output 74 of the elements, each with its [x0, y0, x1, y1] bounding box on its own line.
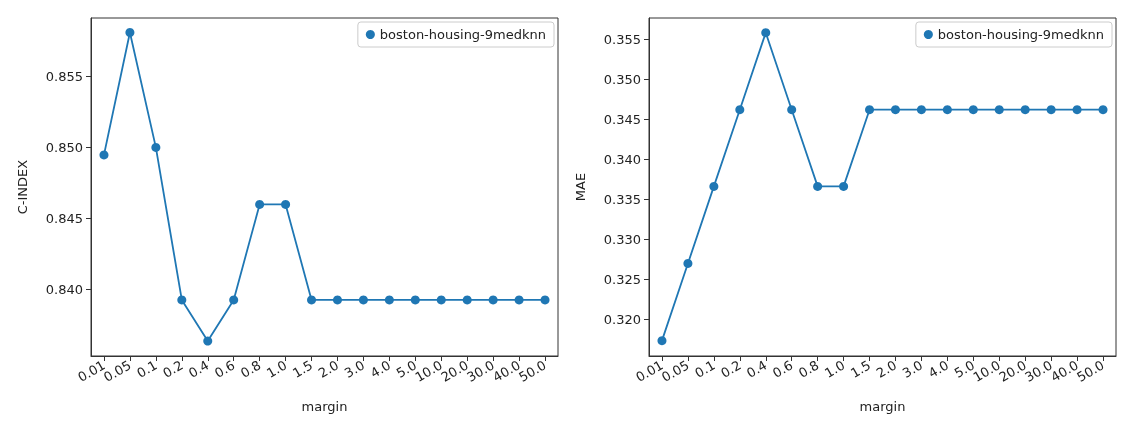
x-tick-label: 1.5	[847, 357, 874, 381]
point	[281, 199, 291, 209]
x-tick-label: 0.4	[744, 357, 770, 381]
y-axis-title: MAE	[573, 172, 588, 202]
x-tick-label: 0.8	[238, 357, 264, 381]
x-tick-label: 0.4	[186, 357, 212, 381]
point	[332, 295, 342, 305]
y-tick-label: 0.330	[603, 231, 641, 247]
point	[358, 295, 368, 305]
y-tick-label: 0.350	[603, 71, 641, 87]
point	[151, 142, 161, 152]
y-tick-label: 0.335	[603, 191, 641, 207]
point	[410, 295, 420, 305]
x-axis-title: margin	[859, 399, 906, 414]
point	[787, 105, 797, 115]
legend-label: boston-housing-9medknn	[379, 27, 547, 42]
point	[255, 199, 265, 209]
y-tick-label: 0.845	[45, 210, 83, 226]
point	[1098, 105, 1108, 115]
point	[813, 181, 823, 191]
point	[942, 105, 952, 115]
x-axis-title: margin	[301, 399, 348, 414]
point	[488, 295, 498, 305]
point	[994, 105, 1004, 115]
point	[307, 295, 317, 305]
x-tick-label: 1.0	[821, 357, 848, 381]
y-tick-label: 0.355	[603, 31, 641, 47]
point	[177, 295, 187, 305]
point	[916, 105, 926, 115]
x-tick-label: 4.0	[367, 357, 394, 381]
x-tick-label: 3.0	[899, 357, 926, 381]
point	[735, 105, 745, 115]
point	[229, 295, 239, 305]
y-tick-label: 0.325	[603, 271, 641, 287]
x-tick-label: 4.0	[925, 357, 952, 381]
x-tick-label: 0.6	[212, 357, 238, 381]
y-tick-label: 0.850	[45, 139, 83, 155]
point	[1072, 105, 1082, 115]
point	[890, 105, 900, 115]
point	[540, 295, 550, 305]
point	[1020, 105, 1030, 115]
legend-label: boston-housing-9medknn	[937, 27, 1105, 42]
y-tick-label: 0.340	[603, 151, 641, 167]
y-tick-label: 0.855	[45, 68, 83, 84]
point	[462, 295, 472, 305]
x-tick-label: 0.6	[770, 357, 796, 381]
x-tick-label: 0.1	[134, 357, 160, 381]
point	[125, 27, 135, 37]
point	[968, 105, 978, 115]
point	[865, 105, 875, 115]
y-tick-label: 0.345	[603, 111, 641, 127]
x-tick-label: 1.5	[289, 357, 316, 381]
point	[99, 150, 109, 160]
x-tick-label: 0.1	[692, 357, 718, 381]
x-tick-label: 0.8	[796, 357, 822, 381]
x-tick-label: 0.2	[160, 357, 186, 381]
x-tick-label: 2.0	[315, 357, 342, 381]
x-tick-label: 3.0	[341, 357, 368, 381]
point	[384, 295, 394, 305]
y-tick-label: 0.840	[45, 281, 83, 297]
x-tick-label: 2.0	[873, 357, 900, 381]
point	[709, 181, 719, 191]
point	[203, 336, 213, 346]
y-axis-title: C-INDEX	[15, 159, 30, 215]
point	[761, 28, 771, 38]
x-tick-label: 0.2	[718, 357, 744, 381]
point	[839, 181, 849, 191]
point	[683, 258, 693, 268]
point	[436, 295, 446, 305]
y-tick-label: 0.320	[603, 311, 641, 327]
point	[514, 295, 524, 305]
point	[1046, 105, 1056, 115]
x-tick-label: 1.0	[263, 357, 290, 381]
point	[657, 336, 667, 346]
